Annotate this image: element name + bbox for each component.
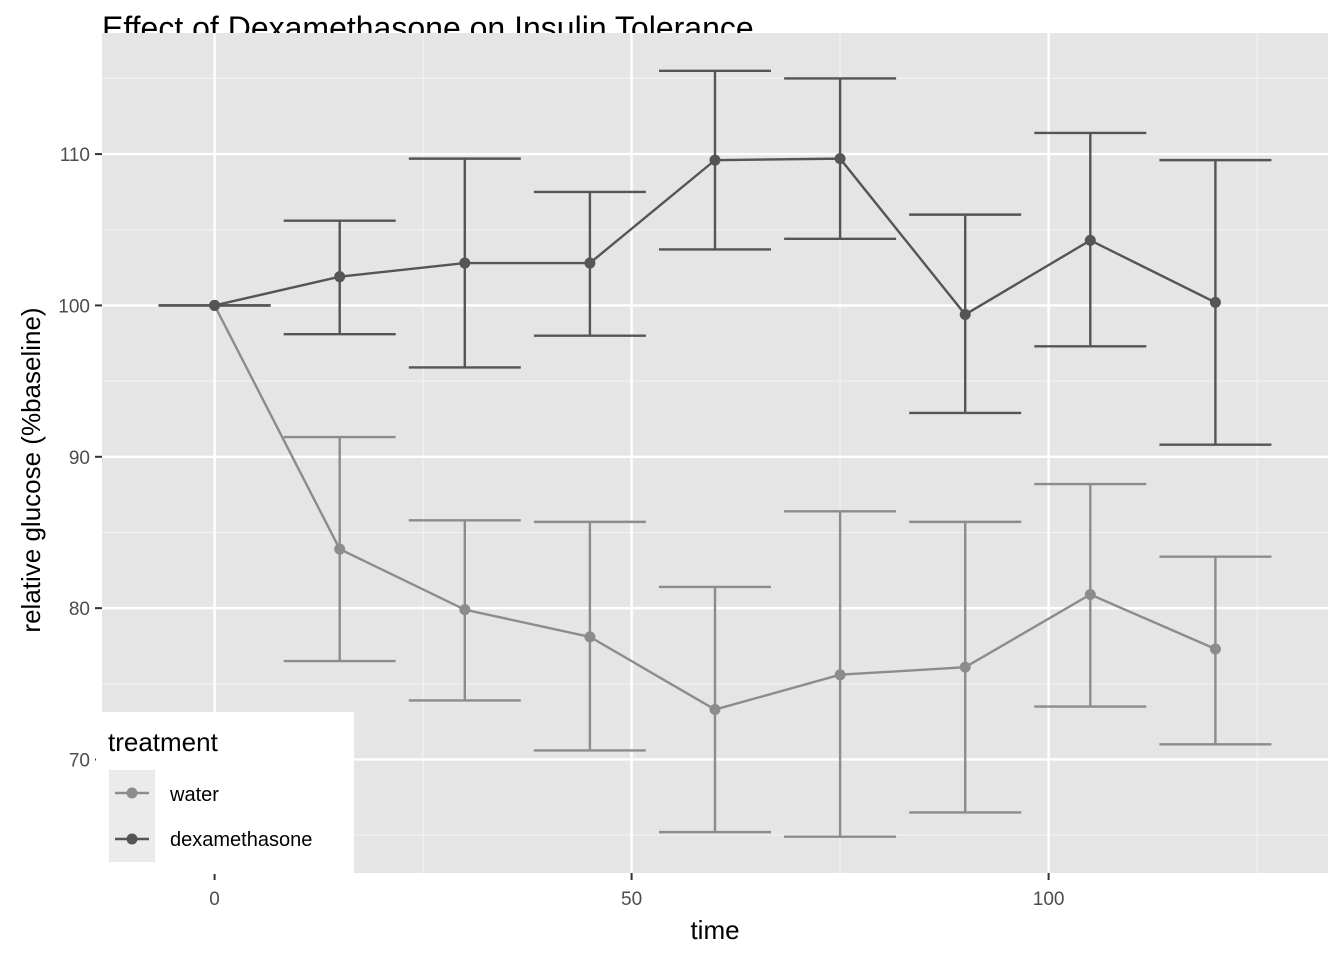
- x-axis: 0 50 100: [209, 873, 1064, 910]
- y-tick-label: 70: [69, 750, 90, 771]
- data-point: [209, 299, 221, 311]
- legend-key-point-dexamethasone: [126, 833, 138, 845]
- legend: treatment water dexamethasone: [96, 712, 354, 874]
- data-point: [1209, 296, 1221, 308]
- data-point: [459, 257, 471, 269]
- data-point: [834, 669, 846, 681]
- data-point: [709, 704, 721, 716]
- y-tick-label: 80: [69, 599, 90, 620]
- data-point: [334, 271, 346, 283]
- data-point: [834, 153, 846, 165]
- legend-title: treatment: [108, 727, 219, 757]
- legend-keys: [115, 787, 149, 845]
- data-point: [459, 604, 471, 616]
- data-point: [584, 631, 596, 643]
- series-layer: [158, 69, 1272, 838]
- legend-label-dexamethasone: dexamethasone: [170, 829, 312, 851]
- y-axis: 70 80 90 100 110: [58, 145, 102, 771]
- data-point: [1209, 643, 1221, 655]
- data-point: [584, 257, 596, 269]
- data-point: [709, 154, 721, 166]
- x-tick-label: 50: [621, 889, 642, 910]
- x-tick-label: 100: [1033, 889, 1065, 910]
- data-point: [959, 309, 971, 321]
- y-tick-label: 100: [58, 296, 90, 317]
- y-axis-title: relative glucose (%baseline): [16, 307, 46, 632]
- data-point: [334, 543, 346, 555]
- legend-key-point-water: [126, 787, 138, 799]
- y-tick-label: 90: [69, 448, 90, 469]
- x-axis-title: time: [690, 915, 739, 945]
- data-point: [1084, 234, 1096, 246]
- y-tick-label: 110: [60, 145, 90, 166]
- data-point: [1084, 589, 1096, 601]
- data-point: [959, 661, 971, 673]
- series-dexamethasone: [158, 69, 1272, 446]
- legend-label-water: water: [169, 784, 219, 806]
- x-tick-label: 0: [209, 889, 220, 910]
